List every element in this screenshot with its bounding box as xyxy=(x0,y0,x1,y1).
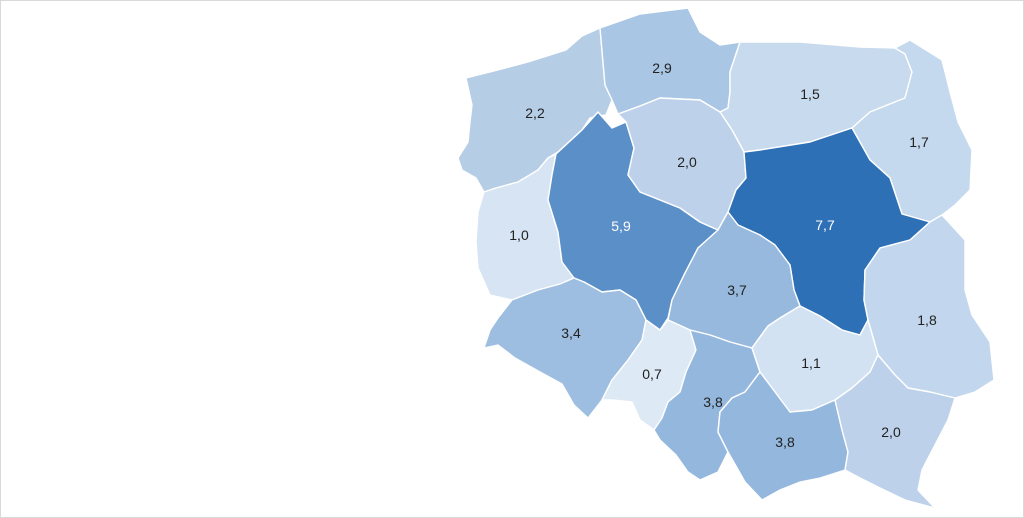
label-lubelskie: 1,8 xyxy=(917,312,937,328)
label-slaskie: 3,8 xyxy=(703,394,723,410)
value-labels-layer: 2,2 2,9 1,5 1,7 1,0 5,9 2,0 7,7 3,7 1,8 … xyxy=(509,60,937,450)
label-wielkopolskie: 5,9 xyxy=(611,218,631,234)
region-podkarpackie[interactable] xyxy=(834,354,956,509)
label-podlaskie: 1,7 xyxy=(909,134,929,150)
regions-layer xyxy=(457,7,995,509)
label-lodzkie: 3,7 xyxy=(727,282,747,298)
label-kujawsko-pomorskie: 2,0 xyxy=(677,154,697,170)
label-swietokrzyskie: 1,1 xyxy=(801,355,821,371)
label-warminsko-mazurskie: 1,5 xyxy=(800,86,820,102)
label-zachodniopomorskie: 2,2 xyxy=(525,105,545,121)
label-dolnoslaskie: 3,4 xyxy=(561,325,581,341)
label-malopolskie: 3,8 xyxy=(775,434,795,450)
label-mazowieckie: 7,7 xyxy=(815,217,835,233)
label-podkarpackie: 2,0 xyxy=(881,424,901,440)
label-pomorskie: 2,9 xyxy=(652,60,672,76)
label-opolskie: 0,7 xyxy=(642,366,662,382)
label-lubuskie: 1,0 xyxy=(509,227,529,243)
